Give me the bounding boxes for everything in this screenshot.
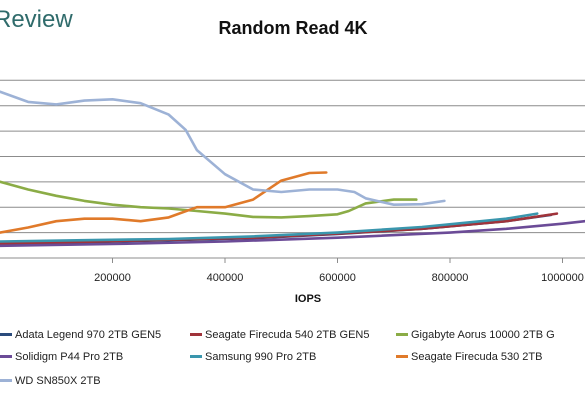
legend-swatch xyxy=(190,354,202,358)
legend-swatch xyxy=(396,354,408,358)
series-line xyxy=(0,171,328,234)
legend-label: Adata Legend 970 2TB GEN5 xyxy=(15,329,162,341)
logo: Review xyxy=(0,6,73,33)
legend-swatch xyxy=(0,354,12,358)
legend-label: Seagate Firecuda 530 2TB xyxy=(411,351,543,363)
legend: Adata Legend 970 2TB GEN5 Seagate Firecud… xyxy=(0,326,585,401)
chart-title: Random Read 4K xyxy=(218,18,367,38)
legend-item: Adata Legend 970 2TB GEN5 xyxy=(0,326,161,344)
legend-item: Seagate Firecuda 530 2TB xyxy=(396,348,542,366)
legend-item: Solidigm P44 Pro 2TB xyxy=(0,348,123,366)
x-tick-label: 400000 xyxy=(207,272,244,284)
legend-label: Gigabyte Aorus 10000 2TB G xyxy=(411,329,555,341)
legend-label: WD SN850X 2TB xyxy=(15,375,101,387)
legend-item: Seagate Firecuda 540 2TB GEN5 xyxy=(190,326,369,344)
legend-label: Samsung 990 Pro 2TB xyxy=(205,351,317,363)
series-line xyxy=(0,180,418,219)
series-line xyxy=(0,212,539,243)
x-tick-label: 800000 xyxy=(432,272,469,284)
legend-swatch xyxy=(396,332,408,336)
legend-label: Seagate Firecuda 540 2TB GEN5 xyxy=(205,329,370,341)
legend-label: Solidigm P44 Pro 2TB xyxy=(15,351,124,363)
legend-item: WD SN850X 2TB xyxy=(0,372,101,390)
legend-item: Samsung 990 Pro 2TB xyxy=(190,348,316,366)
legend-item: Gigabyte Aorus 10000 2TB G xyxy=(396,326,555,344)
x-tick-label: 600000 xyxy=(319,272,356,284)
x-axis-label: IOPS xyxy=(295,293,321,305)
x-tick-label: 1000000 xyxy=(541,272,584,284)
legend-swatch xyxy=(0,332,12,336)
x-tick-label: 200000 xyxy=(94,272,131,284)
series-line xyxy=(0,90,446,206)
legend-swatch xyxy=(0,378,12,382)
legend-swatch xyxy=(190,332,202,336)
series-line xyxy=(0,219,585,248)
